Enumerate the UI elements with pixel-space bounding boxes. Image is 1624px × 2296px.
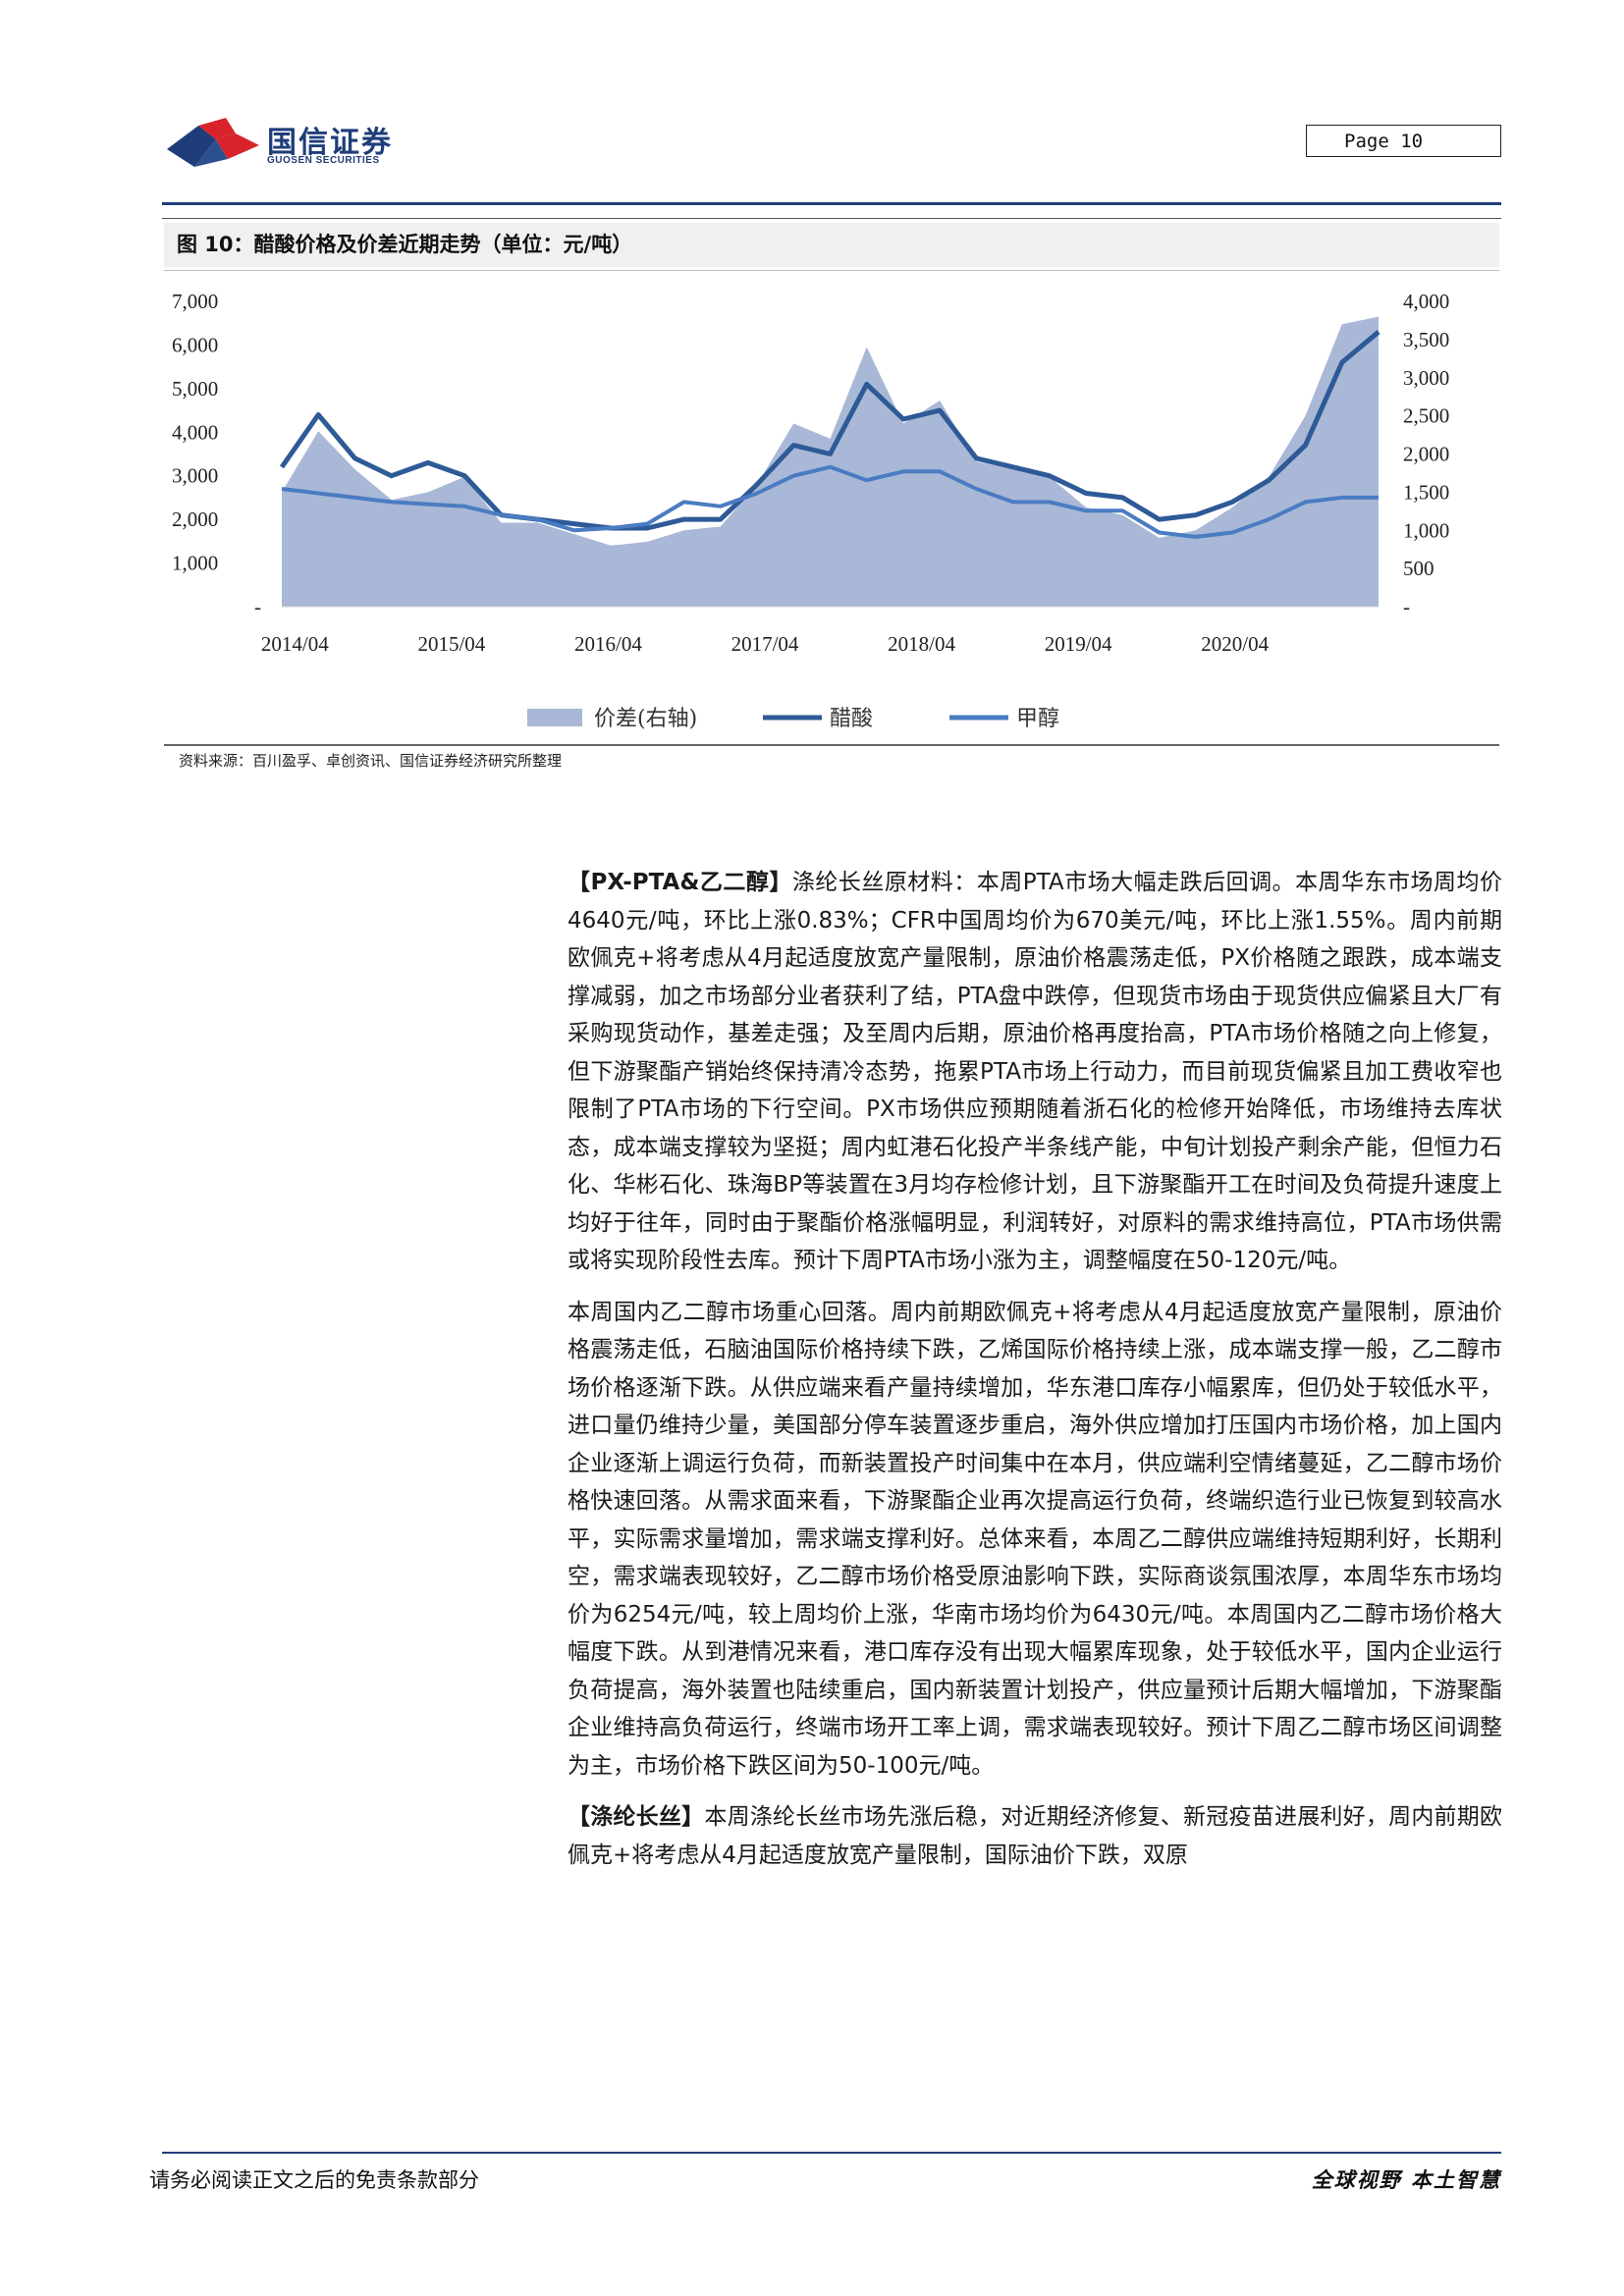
series-line-methanol [281, 464, 1379, 539]
y-right-tick-label: 4,000 [1403, 290, 1449, 313]
body-text: 【PX-PTA&乙二醇】涤纶长丝原材料：本周PTA市场大幅走跌后回调。本周华东市… [568, 864, 1502, 1888]
y-left-tick-label: 3,000 [172, 464, 218, 488]
figure-title: 图 10：醋酸价格及价差近期走势（单位：元/吨） [177, 233, 633, 256]
paragraph-polyester: 【涤纶长丝】本周涤纶长丝市场先涨后稳，对近期经济修复、新冠疫苗进展利好，周内前期… [568, 1798, 1502, 1874]
y-left-tick-label: 2,000 [172, 507, 218, 531]
paragraph-meg: 本周国内乙二醇市场重心回落。周内前期欧佩克+将考虑从4月起适度放宽产量限制，原油… [568, 1299, 1502, 1779]
y-right-tick-label: 2,500 [1403, 404, 1449, 428]
y-right-tick-label: - [1403, 595, 1410, 618]
header-rule [162, 202, 1501, 205]
y-right-tick-label: 1,500 [1403, 480, 1449, 504]
footer-slogan: 全球视野 本土智慧 [1311, 2168, 1501, 2192]
y-right-tick-label: 2,000 [1403, 443, 1449, 466]
page-number: Page 10 [1306, 125, 1501, 157]
legend-label: 价差(右轴) [594, 707, 697, 731]
x-tick-label: 2017/04 [731, 632, 799, 656]
paragraph-polyester-text: 本周涤纶长丝市场先涨后稳，对近期经济修复、新冠疫苗进展利好，周内前期欧佩克+将考… [568, 1804, 1503, 1868]
x-tick-label: 2014/04 [261, 632, 329, 656]
y-right-tick-label: 3,000 [1403, 366, 1449, 390]
x-tick-label: 2015/04 [417, 632, 485, 656]
section-tag-polyester: 【涤纶长丝】 [568, 1804, 705, 1830]
y-right-tick-label: 500 [1403, 557, 1435, 580]
x-tick-label: 2020/04 [1201, 632, 1269, 656]
footer-disclaimer: 请务必阅读正文之后的免责条款部分 [149, 2168, 479, 2192]
paragraph-px-pta-text: 涤纶长丝原材料：本周PTA市场大幅走跌后回调。本周华东市场周均价4640元/吨，… [568, 870, 1502, 1273]
y-left-tick-label: 1,000 [172, 552, 218, 575]
figure-source: 资料来源：百川盈孚、卓创资讯、国信证券经济研究所整理 [179, 752, 563, 770]
y-left-tick-label: 5,000 [172, 377, 218, 400]
legend-swatch-spread [527, 709, 582, 726]
legend-label: 醋酸 [830, 707, 873, 731]
company-logo-icon [167, 118, 259, 167]
footer-rule [162, 2152, 1501, 2154]
section-tag-px-pta: 【PX-PTA&乙二醇】 [568, 870, 792, 895]
y-left-tick-label: - [254, 595, 261, 618]
figure-title-bar [164, 223, 1499, 267]
series-line-acetic-acid [279, 330, 1380, 531]
x-tick-label: 2016/04 [574, 632, 642, 656]
acetic-acid-chart: 7,000 6,000 5,000 4,000 3,000 2,000 1,000 - 4,0… [172, 290, 1449, 731]
x-tick-label: 2019/04 [1045, 632, 1112, 656]
series-area-spread [282, 316, 1379, 607]
legend-label: 甲醇 [1016, 707, 1059, 731]
y-left-tick-label: 6,000 [172, 333, 218, 356]
company-logo-en: GUOSEN SECURITIES [267, 155, 380, 166]
company-logo-cn: 国信证券 [267, 126, 393, 160]
paragraph-px-pta: 【PX-PTA&乙二醇】涤纶长丝原材料：本周PTA市场大幅走跌后回调。本周华东市… [568, 864, 1502, 1280]
y-left-tick-label: 7,000 [172, 290, 218, 313]
y-left-tick-label: 4,000 [172, 420, 218, 444]
y-right-tick-label: 1,000 [1403, 518, 1449, 542]
source-rule [164, 744, 1499, 746]
x-tick-label: 2018/04 [888, 632, 955, 656]
figure-title-rule [164, 270, 1499, 271]
header-rule-thin [162, 218, 1501, 219]
y-right-tick-label: 3,500 [1403, 328, 1449, 351]
